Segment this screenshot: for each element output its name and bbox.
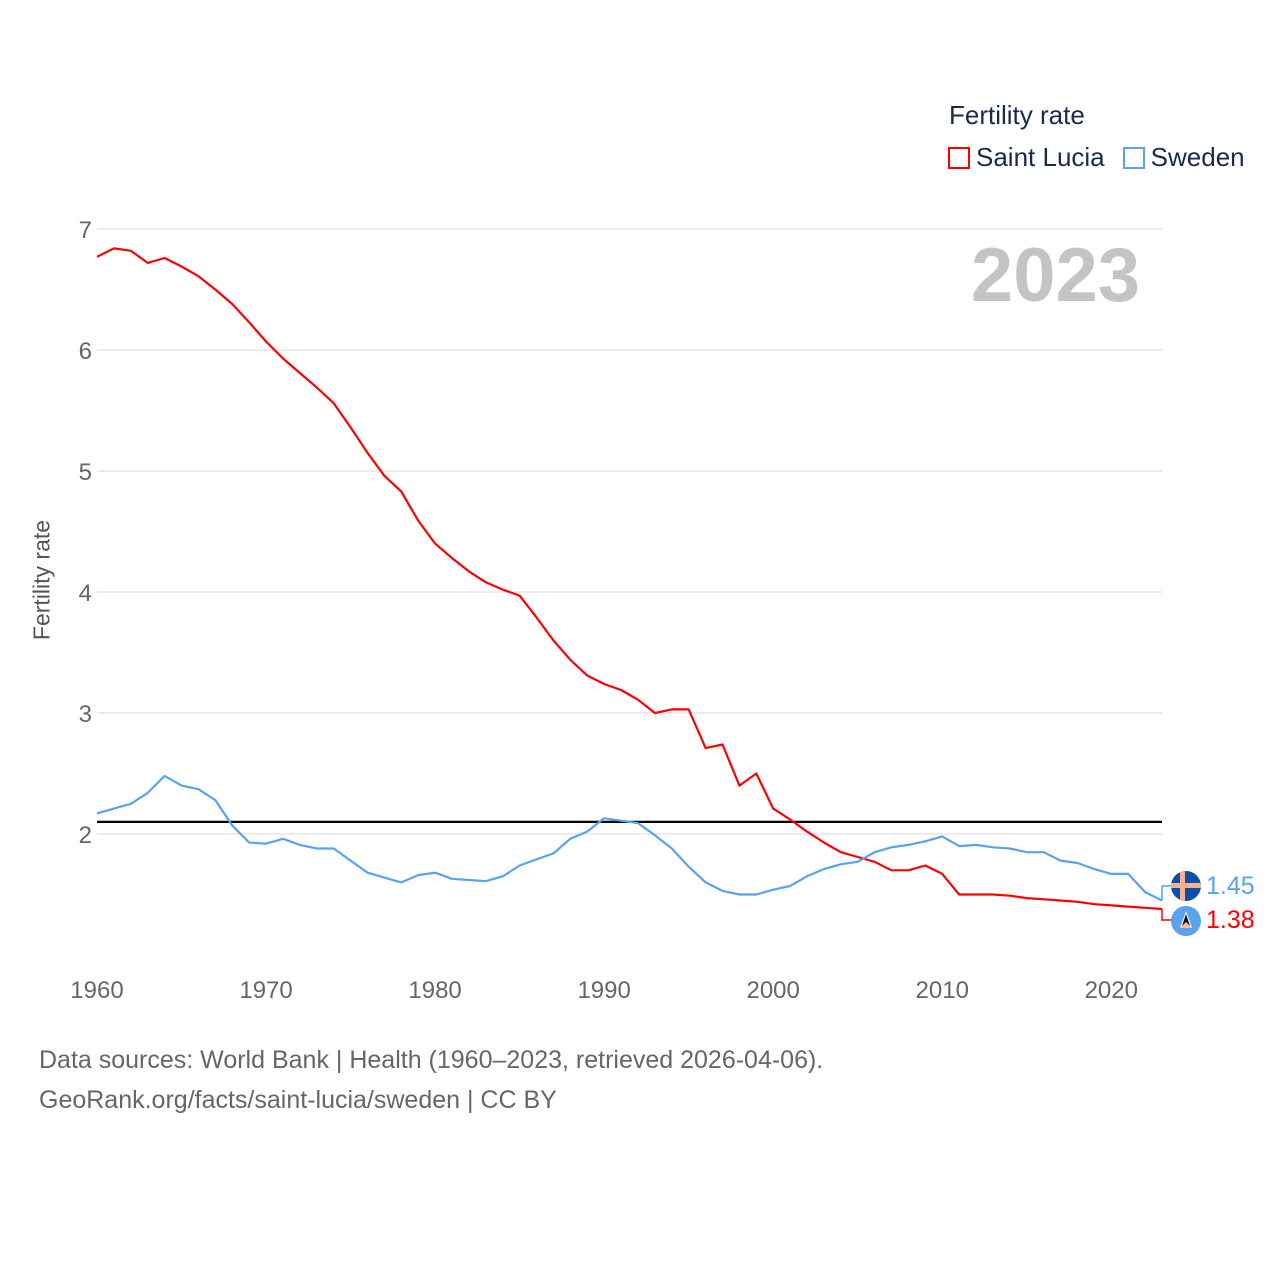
series-line-sweden bbox=[96, 774, 1163, 902]
y-tick-label: 7 bbox=[79, 217, 92, 244]
y-tick-label: 2 bbox=[79, 822, 92, 849]
saint-lucia-flag-triangle bbox=[1180, 922, 1192, 928]
y-tick-label: 6 bbox=[79, 338, 92, 365]
x-tick-label: 1970 bbox=[239, 977, 292, 1004]
y-tick-label: 3 bbox=[79, 701, 92, 728]
current-year-label: 2023 bbox=[970, 233, 1140, 318]
legend-label: Sweden bbox=[1150, 142, 1245, 172]
end-label-sweden: 1.45 bbox=[1206, 872, 1255, 900]
x-tick-label: 2020 bbox=[1085, 977, 1138, 1004]
legend-swatch-sweden bbox=[1122, 146, 1145, 169]
legend-title: Fertility rate bbox=[949, 100, 1085, 130]
legend-label: Saint Lucia bbox=[976, 142, 1105, 172]
footer-attribution: GeoRank.org/facts/saint-lucia/sweden | C… bbox=[39, 1086, 557, 1114]
legend-item-sweden[interactable]: Sweden bbox=[1122, 142, 1245, 173]
legend-item-saint-lucia[interactable]: Saint Lucia bbox=[948, 142, 1105, 173]
sweden-flag-cross bbox=[1180, 871, 1185, 901]
connector-sweden bbox=[1161, 885, 1172, 901]
legend-swatch-saint-lucia bbox=[948, 146, 970, 169]
x-tick-label: 1980 bbox=[408, 977, 461, 1004]
footer-sources: Data sources: World Bank | Health (1960–… bbox=[39, 1046, 824, 1074]
series-line-saint-lucia bbox=[96, 247, 1163, 911]
sweden-flag-cross bbox=[1171, 883, 1201, 888]
saint-lucia-flag-triangle bbox=[1182, 914, 1190, 926]
y-axis-label: Fertility rate bbox=[28, 519, 55, 641]
end-label-saint-lucia: 1.38 bbox=[1206, 906, 1255, 934]
legend: Saint Lucia Sweden bbox=[948, 142, 1245, 173]
x-tick-label: 2010 bbox=[916, 977, 969, 1004]
connector-saint-lucia bbox=[1161, 909, 1172, 921]
x-tick-label: 1960 bbox=[70, 977, 123, 1004]
x-tick-label: 1990 bbox=[577, 977, 630, 1004]
y-tick-label: 4 bbox=[79, 580, 92, 607]
y-tick-label: 5 bbox=[79, 459, 92, 486]
x-tick-label: 2000 bbox=[746, 977, 799, 1004]
